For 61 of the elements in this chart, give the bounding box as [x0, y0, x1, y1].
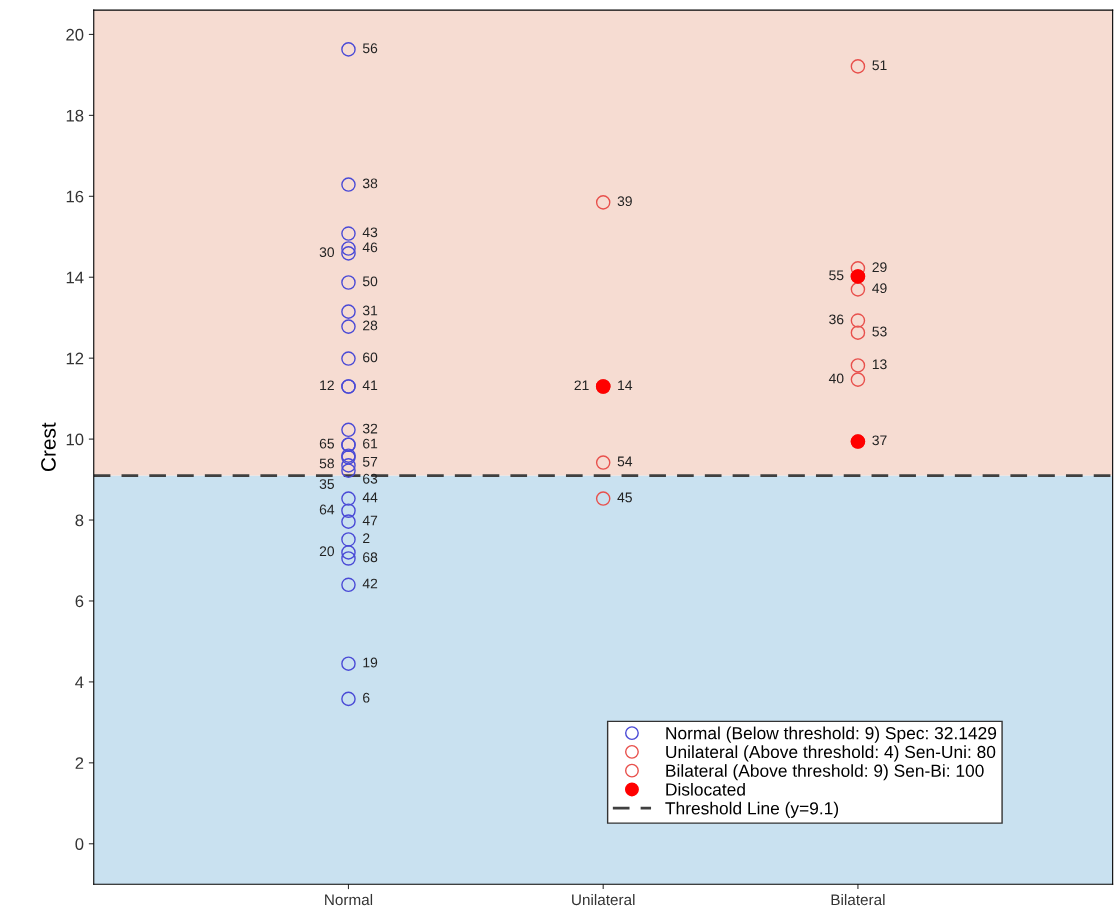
annotation: 12	[320, 380, 334, 391]
legend-label: Normal (Below threshold: 9) Spec: 32.1429	[666, 726, 997, 743]
y-tick-label: 10	[66, 433, 84, 446]
y-tick-label: 4	[75, 676, 84, 688]
annotation: 44	[362, 492, 378, 503]
annotation: 47	[362, 515, 378, 526]
annotation: 49	[872, 283, 887, 294]
annotation: 46	[362, 242, 378, 253]
y-tick-label: 12	[66, 352, 84, 365]
annotation: 53	[872, 326, 887, 337]
y-tick-label: 16	[66, 190, 84, 203]
annotation: 28	[363, 320, 378, 331]
annotation: 2	[363, 533, 370, 544]
annotation: 54	[617, 456, 633, 467]
x-tick-label: Bilateral	[831, 893, 885, 906]
y-tick-label: 2	[75, 757, 84, 769]
annotation: 55	[829, 270, 844, 281]
legend-label: Threshold Line (y=9.1)	[665, 801, 839, 818]
annotation: 57	[362, 457, 378, 467]
annotation: 50	[362, 276, 378, 287]
annotation: 14	[618, 380, 633, 391]
annotation: 31	[362, 305, 378, 316]
x-tick-label: Unilateral	[572, 893, 635, 906]
annotation: 35	[319, 479, 334, 489]
annotation: 58	[319, 458, 334, 469]
annotation: 13	[872, 359, 887, 370]
annotation: 65	[319, 438, 334, 449]
annotation: 68	[363, 552, 378, 563]
annotation: 21	[574, 380, 589, 391]
annotation: 63	[363, 473, 378, 484]
legend-label: Bilateral (Above threshold: 9) Sen-Bi: 100	[666, 764, 984, 781]
annotation: 41	[362, 380, 378, 391]
annotation: 37	[872, 435, 887, 446]
annotation: 42	[362, 578, 378, 589]
y-tick-label: 20	[66, 28, 84, 41]
annotation: 38	[362, 178, 378, 189]
annotation: 40	[828, 373, 844, 384]
annotation: 19	[363, 657, 378, 668]
x-tick-label: Normal	[325, 893, 373, 906]
y-tick-label: 18	[66, 109, 84, 122]
annotation: 32	[362, 423, 378, 434]
annotation: 36	[829, 314, 844, 325]
annotation: 6	[363, 692, 370, 703]
annotation: 64	[319, 504, 335, 515]
legend-label: Unilateral (Above threshold: 4) Sen-Uni: 80	[666, 745, 996, 762]
annotation: 56	[362, 43, 378, 54]
y-axis-title: Crest	[41, 422, 56, 472]
annotation: 20	[319, 546, 335, 557]
annotation: 30	[319, 247, 335, 258]
annotation: 45	[617, 492, 632, 503]
annotation: 51	[872, 60, 887, 71]
y-tick-label: 0	[75, 838, 84, 850]
annotation: 60	[363, 352, 378, 363]
annotation: 29	[872, 262, 887, 273]
annotation: 43	[362, 227, 378, 238]
y-tick-label: 14	[66, 271, 84, 284]
y-tick-label: 6	[75, 595, 84, 608]
y-tick-label: 8	[75, 514, 84, 527]
annotation: 61	[363, 438, 378, 449]
legend-label: Dislocated	[666, 782, 745, 796]
annotation: 39	[617, 196, 632, 207]
